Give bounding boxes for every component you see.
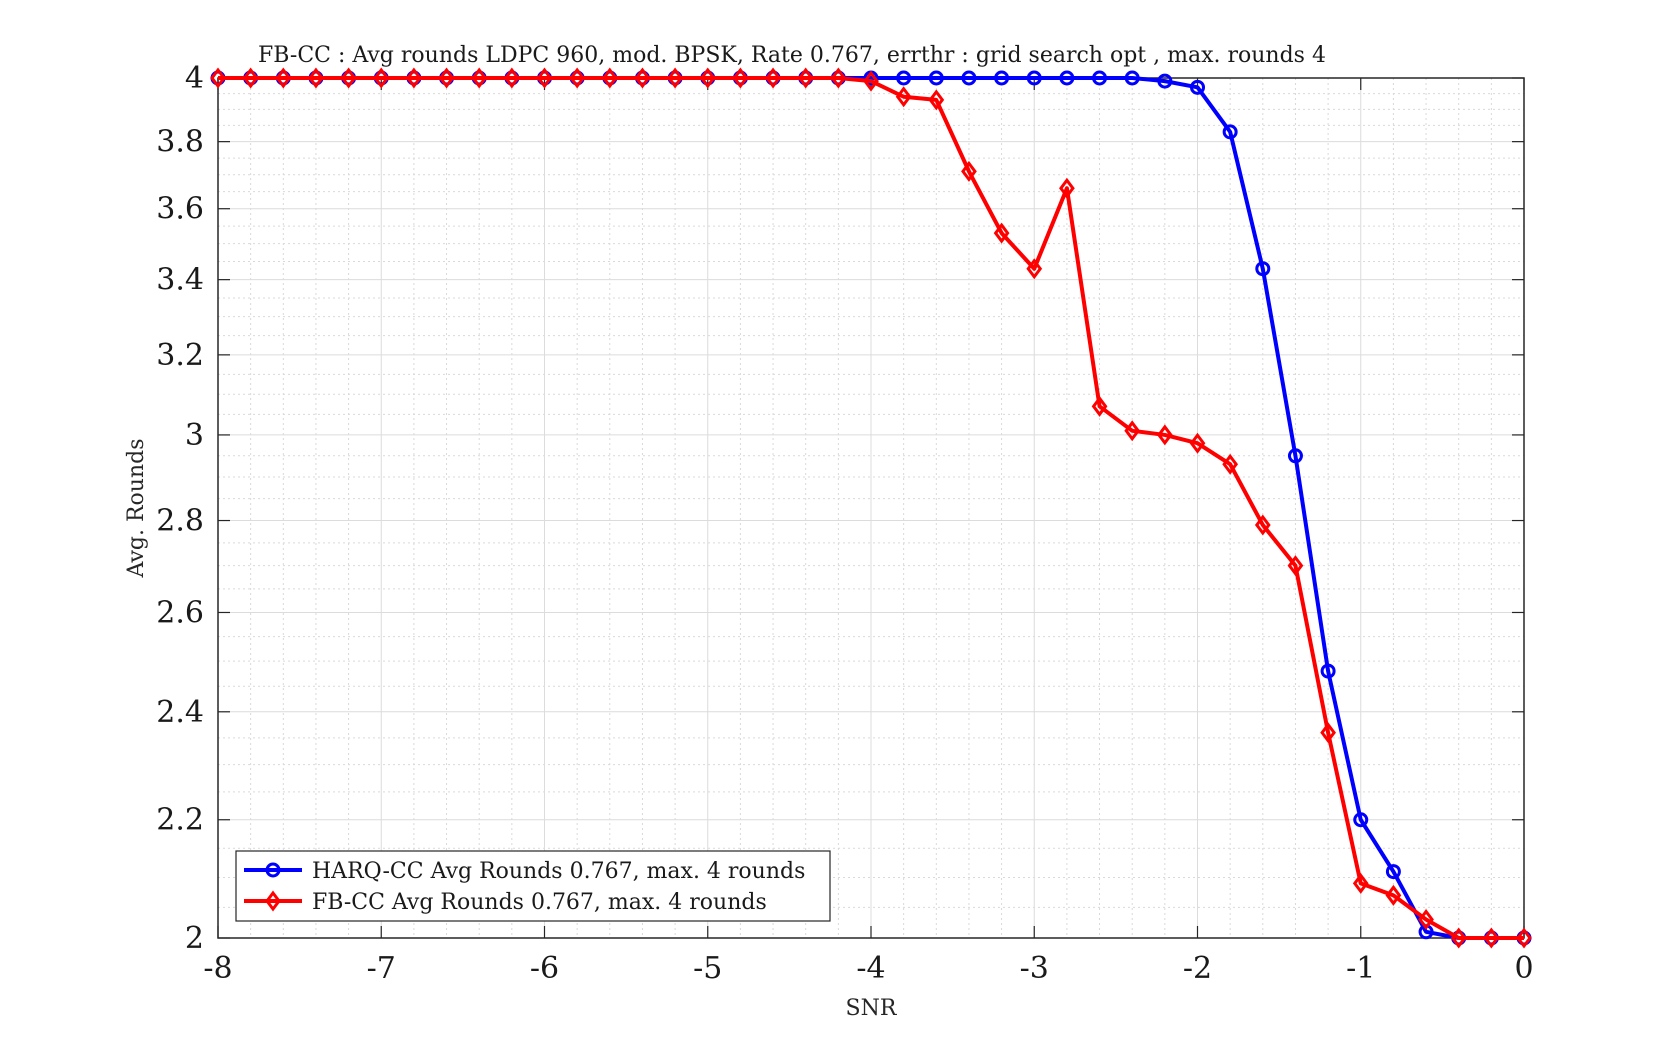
data-point-fb-cc xyxy=(667,67,683,89)
x-tick-label: -5 xyxy=(693,951,722,986)
data-point-fb-cc xyxy=(928,89,945,111)
data-point-harq-cc xyxy=(1092,70,1108,86)
y-tick-label: 3.8 xyxy=(156,125,204,160)
data-point-fb-cc xyxy=(275,67,292,89)
data-point-fb-cc xyxy=(1516,927,1532,949)
axis-ticks: 2 2.2 2.4 2.6 2.8 3 3.2 3.4 3.6 3.8 4 -8 -7 -6 -5 -4 -3 -… xyxy=(156,61,1533,986)
data-point-harq-cc xyxy=(928,70,944,86)
x-axis-label: SNR xyxy=(846,996,898,1021)
data-point-harq-cc xyxy=(1320,663,1336,679)
series-fb-cc xyxy=(210,67,1532,949)
data-point-fb-cc xyxy=(1287,555,1304,577)
data-point-harq-cc xyxy=(1124,70,1140,86)
data-point-fb-cc xyxy=(471,67,488,89)
data-point-fb-cc xyxy=(1189,432,1206,454)
data-point-fb-cc xyxy=(765,67,781,89)
data-point-fb-cc xyxy=(732,67,749,89)
data-point-harq-cc xyxy=(1353,812,1369,828)
data-point-harq-cc xyxy=(1059,70,1075,86)
legend-marker-harq-cc xyxy=(265,862,281,878)
legend-label-fb-cc: FB-CC Avg Rounds 0.767, max. 4 rounds xyxy=(312,890,767,915)
y-tick-label: 3 xyxy=(185,418,204,453)
data-point-harq-cc xyxy=(896,70,912,86)
data-point-fb-cc xyxy=(536,67,553,89)
data-point-harq-cc xyxy=(1157,73,1173,89)
x-tick-label: -3 xyxy=(1020,951,1049,986)
series-layer xyxy=(210,67,1532,949)
data-point-fb-cc xyxy=(1450,927,1467,949)
legend-label-harq-cc: HARQ-CC Avg Rounds 0.767, max. 4 rounds xyxy=(312,859,805,884)
x-tick-label: -2 xyxy=(1183,951,1212,986)
data-point-fb-cc xyxy=(1418,909,1434,931)
legend: HARQ-CC Avg Rounds 0.767, max. 4 rounds … xyxy=(235,850,831,922)
data-point-harq-cc xyxy=(1385,864,1401,880)
data-point-fb-cc xyxy=(1091,395,1108,417)
data-point-fb-cc xyxy=(895,86,912,108)
data-point-harq-cc xyxy=(1255,261,1271,277)
y-axis-label: Avg. Rounds xyxy=(124,438,149,578)
y-tick-label: 2.2 xyxy=(156,803,204,838)
data-point-fb-cc xyxy=(1385,884,1402,906)
data-point-fb-cc xyxy=(961,160,977,182)
data-point-fb-cc xyxy=(1124,420,1141,442)
y-tick-label: 2.8 xyxy=(156,504,204,539)
data-point-fb-cc xyxy=(503,67,520,89)
data-point-harq-cc xyxy=(1222,124,1238,140)
x-tick-label: -6 xyxy=(530,951,559,986)
data-point-harq-cc xyxy=(1190,79,1205,95)
data-point-harq-cc xyxy=(1026,70,1042,86)
x-tick-label: -4 xyxy=(856,951,885,986)
data-point-fb-cc xyxy=(1320,722,1336,744)
data-point-fb-cc xyxy=(634,67,651,89)
y-tick-label: 3.4 xyxy=(156,263,204,298)
data-point-fb-cc xyxy=(308,67,324,89)
data-point-harq-cc xyxy=(994,70,1010,86)
data-point-fb-cc xyxy=(1352,872,1369,894)
data-point-fb-cc xyxy=(797,67,814,89)
y-tick-label: 3.6 xyxy=(156,192,204,227)
data-point-fb-cc xyxy=(1222,453,1239,475)
data-point-harq-cc xyxy=(961,70,977,86)
legend-box xyxy=(235,850,831,922)
data-point-fb-cc xyxy=(340,67,357,89)
data-point-fb-cc xyxy=(1483,927,1500,949)
data-point-fb-cc xyxy=(210,67,226,89)
data-point-fb-cc xyxy=(830,67,847,89)
data-point-fb-cc xyxy=(438,67,455,89)
legend-marker-fb-cc xyxy=(265,890,281,912)
data-point-harq-cc xyxy=(1287,448,1303,464)
y-tick-label: 4 xyxy=(185,61,204,96)
y-tick-label: 2.6 xyxy=(156,595,204,630)
y-tick-label: 2 xyxy=(185,921,204,956)
x-tick-label: -7 xyxy=(367,951,396,986)
series-line-fb-cc xyxy=(218,76,1524,940)
y-tick-label: 2.4 xyxy=(156,695,204,730)
chart-title: FB-CC : Avg rounds LDPC 960, mod. BPSK, … xyxy=(258,43,1326,68)
data-point-fb-cc xyxy=(601,67,618,89)
x-tick-label: 0 xyxy=(1514,951,1533,986)
data-point-fb-cc xyxy=(993,222,1010,244)
data-point-fb-cc xyxy=(1254,514,1271,536)
x-tick-label: -1 xyxy=(1346,951,1375,986)
data-point-fb-cc xyxy=(1059,177,1075,199)
x-tick-label: -8 xyxy=(203,951,232,986)
data-point-fb-cc xyxy=(373,67,390,89)
data-point-fb-cc xyxy=(1026,258,1043,280)
y-tick-label: 3.2 xyxy=(156,338,204,373)
data-point-fb-cc xyxy=(569,67,586,89)
data-point-fb-cc xyxy=(699,67,716,89)
data-point-fb-cc xyxy=(406,67,422,89)
data-point-fb-cc xyxy=(863,70,879,92)
data-point-fb-cc xyxy=(1156,424,1173,446)
data-point-fb-cc xyxy=(242,67,259,89)
